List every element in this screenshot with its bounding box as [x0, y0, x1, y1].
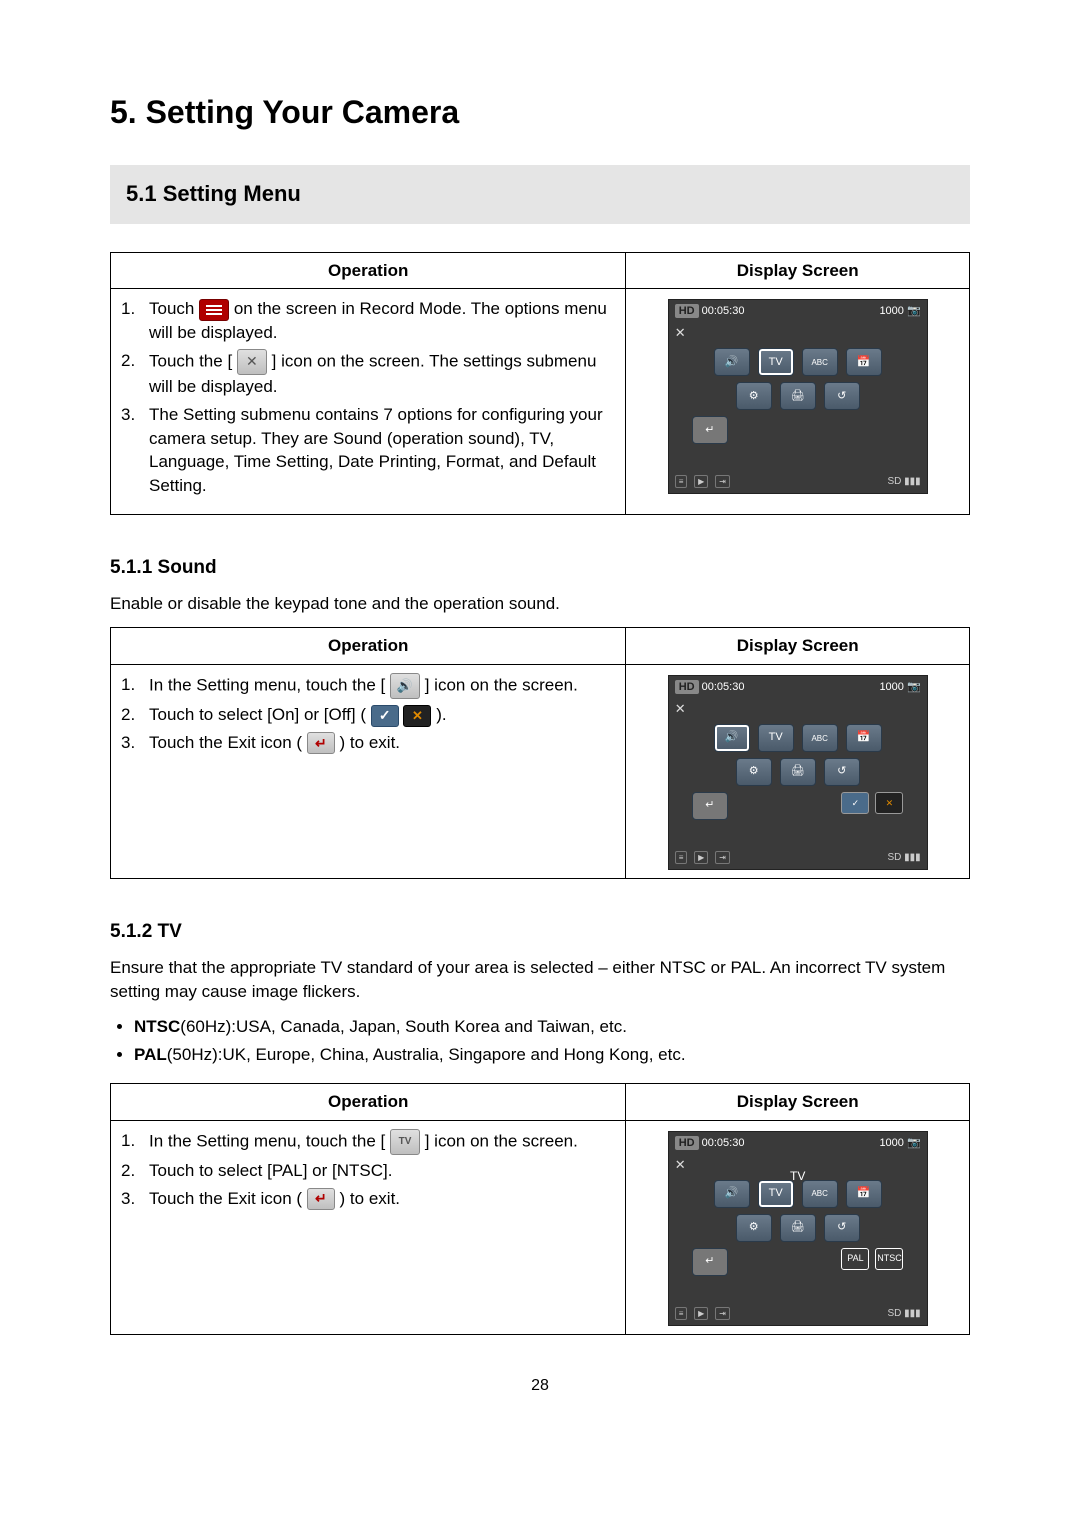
cam-lang-button[interactable]: ABC — [802, 724, 838, 752]
tv-step-1: In the Setting menu, touch the [ ] icon … — [149, 1129, 615, 1155]
section-name: Setting Menu — [163, 181, 301, 206]
section-bar: 5.1 Setting Menu — [110, 165, 970, 224]
tv-table: Operation Display Screen In the Setting … — [110, 1083, 970, 1335]
section-number: 5.1 — [126, 181, 157, 206]
hd-badge: HD — [675, 304, 699, 318]
cam-date-button[interactable]: 📅 — [846, 724, 882, 752]
tool-icon — [237, 349, 267, 375]
cam-exit-button[interactable]: ↵ — [692, 1248, 728, 1276]
camera-icon: 📷 — [907, 305, 921, 317]
tv-steps: In the Setting menu, touch the [ ] icon … — [121, 1129, 615, 1211]
cam-sound-button[interactable]: 🔊 — [714, 1180, 750, 1208]
settings-step-2: Touch the [ ] icon on the screen. The se… — [149, 349, 615, 399]
display-screen-sound: HD 00:05:30 1000 📷 ✕ 🔊 TV ABC 📅 ⚙ — [668, 675, 928, 870]
sound-step-3: Touch the Exit icon ( ) to exit. — [149, 731, 615, 755]
cam-format-button[interactable]: 🖨 — [780, 1214, 816, 1242]
tv-step-3: Touch the Exit icon ( ) to exit. — [149, 1187, 615, 1211]
chapter-number: 5. — [110, 94, 137, 130]
settings-step-1: Touch on the screen in Record Mode. The … — [149, 297, 615, 345]
cam-sound-button[interactable]: 🔊 — [714, 724, 750, 752]
cam-tv-button[interactable]: TV — [758, 348, 794, 376]
cam-pal-button[interactable]: PAL — [841, 1248, 869, 1270]
bottom-icons: ≡ ▶ ⇥ — [675, 475, 734, 489]
tv-heading: 5.1.2 TV — [110, 919, 970, 946]
settings-table: Operation Display Screen Touch on the sc… — [110, 252, 970, 515]
x-icon — [403, 705, 431, 727]
sound-heading: 5.1.1 Sound — [110, 555, 970, 582]
cam-lang-button[interactable]: ABC — [802, 348, 838, 376]
th-operation: Operation — [111, 628, 626, 665]
sound-desc: Enable or disable the keypad tone and th… — [110, 592, 970, 616]
chapter-name: Setting Your Camera — [146, 94, 460, 130]
rec-time: 00:05:30 — [702, 305, 745, 317]
cam-print-button[interactable]: ⚙ — [736, 382, 772, 410]
cam-exit-button[interactable]: ↵ — [692, 792, 728, 820]
cam-sound-button[interactable]: 🔊 — [714, 348, 750, 376]
cam-print-button[interactable]: ⚙ — [736, 758, 772, 786]
tool-corner-icon: ✕ — [675, 324, 686, 342]
cam-date-button[interactable]: 📅 — [846, 1180, 882, 1208]
cam-exit-button[interactable]: ↵ — [692, 416, 728, 444]
cam-tv-button[interactable]: TV — [758, 724, 794, 752]
sound-table: Operation Display Screen In the Setting … — [110, 627, 970, 879]
settings-step-3: The Setting submenu contains 7 options f… — [149, 403, 615, 498]
th-operation: Operation — [111, 1083, 626, 1120]
sd-batt: SD ▮▮▮ — [887, 475, 920, 489]
tv-step-2: Touch to select [PAL] or [NTSC]. — [149, 1159, 615, 1183]
th-display: Display Screen — [626, 628, 970, 665]
cam-reset-button[interactable]: ↺ — [824, 758, 860, 786]
cam-format-button[interactable]: 🖨 — [780, 382, 816, 410]
ntsc-item: NTSC(60Hz):USA, Canada, Japan, South Kor… — [134, 1015, 970, 1039]
cam-ntsc-button[interactable]: NTSC — [875, 1248, 903, 1270]
chapter-title: 5. Setting Your Camera — [110, 90, 970, 135]
page-number: 28 — [110, 1375, 970, 1397]
shot-count: 1000 — [879, 305, 903, 317]
sound-steps: In the Setting menu, touch the [ ] icon … — [121, 673, 615, 755]
cam-reset-button[interactable]: ↺ — [824, 382, 860, 410]
cam-reset-button[interactable]: ↺ — [824, 1214, 860, 1242]
cam-lang-button[interactable]: ABC — [802, 1180, 838, 1208]
sound-step-2: Touch to select [On] or [Off] ( ). — [149, 703, 615, 727]
pal-item: PAL(50Hz):UK, Europe, China, Australia, … — [134, 1043, 970, 1067]
check-icon — [371, 705, 399, 727]
cam-ok-button[interactable]: ✓ — [841, 792, 869, 814]
display-screen-settings: HD 00:05:30 1000 📷 ✕ 🔊 TV ABC 📅 ⚙ — [668, 299, 928, 494]
tv-desc: Ensure that the appropriate TV standard … — [110, 956, 970, 1004]
exit-icon — [307, 1188, 335, 1210]
th-display: Display Screen — [626, 1083, 970, 1120]
tv-icon — [390, 1129, 420, 1155]
cam-format-button[interactable]: 🖨 — [780, 758, 816, 786]
sound-icon — [390, 673, 420, 699]
display-screen-tv: HD 00:05:30 1000 📷 ✕ TV 🔊 TV ABC 📅 — [668, 1131, 928, 1326]
cam-print-button[interactable]: ⚙ — [736, 1214, 772, 1242]
cam-date-button[interactable]: 📅 — [846, 348, 882, 376]
exit-icon — [307, 732, 335, 754]
settings-steps: Touch on the screen in Record Mode. The … — [121, 297, 615, 498]
tv-standards-list: NTSC(60Hz):USA, Canada, Japan, South Kor… — [110, 1015, 970, 1067]
th-display: Display Screen — [626, 252, 970, 289]
cam-tv-button[interactable]: TV — [758, 1180, 794, 1208]
cam-cancel-button[interactable]: ✕ — [875, 792, 903, 814]
menu-icon — [199, 299, 229, 321]
sound-step-1: In the Setting menu, touch the [ ] icon … — [149, 673, 615, 699]
section-title: 5.1 Setting Menu — [126, 179, 954, 210]
th-operation: Operation — [111, 252, 626, 289]
